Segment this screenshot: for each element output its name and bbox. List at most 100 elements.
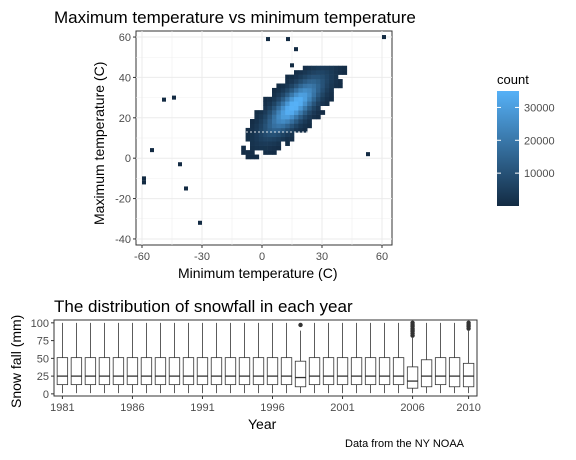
heatmap-cell bbox=[302, 105, 308, 111]
heatmap-cell bbox=[258, 136, 264, 142]
heatmap-ytick-label: 0 bbox=[125, 153, 131, 165]
heatmap-cell bbox=[342, 70, 348, 75]
box-1988 bbox=[154, 322, 167, 394]
heatmap-cell bbox=[272, 127, 277, 133]
legend-title: count bbox=[497, 72, 529, 87]
heatmap-cell bbox=[316, 96, 321, 102]
box-body bbox=[266, 357, 279, 386]
heatmap-cell bbox=[324, 74, 330, 80]
heatmap-cell bbox=[329, 83, 334, 89]
heatmap-cell bbox=[307, 119, 312, 124]
heatmap-cell bbox=[324, 70, 330, 75]
box-body bbox=[364, 357, 377, 386]
heatmap-cell bbox=[254, 145, 260, 151]
heatmap-cell bbox=[320, 92, 326, 98]
heatmap-cell bbox=[267, 150, 273, 155]
heatmap-cell bbox=[254, 114, 260, 120]
boxplot-xtick-label: 2010 bbox=[456, 402, 480, 414]
heatmap-cell bbox=[311, 110, 317, 115]
heatmap-cell bbox=[311, 87, 317, 93]
heatmap-cell bbox=[302, 65, 308, 71]
heatmap-cell bbox=[311, 96, 317, 102]
heatmap-cell bbox=[311, 83, 317, 89]
heatmap-cell bbox=[263, 101, 268, 106]
heatmap-cell bbox=[272, 119, 277, 124]
heatmap-title: Maximum temperature vs minimum temperatu… bbox=[54, 8, 416, 27]
heatmap-cell bbox=[307, 123, 312, 129]
heatmap-cell bbox=[258, 119, 264, 124]
heatmap-outlier-cell bbox=[198, 220, 202, 225]
heatmap-outlier-cell bbox=[162, 97, 166, 102]
heatmap-cell bbox=[342, 65, 348, 71]
heatmap-cell bbox=[276, 132, 282, 138]
heatmap-cell bbox=[311, 70, 317, 75]
heatmap-cell bbox=[280, 83, 286, 89]
heatmap-cell bbox=[311, 79, 317, 84]
heatmap-cell bbox=[280, 114, 286, 120]
heatmap-cell bbox=[250, 132, 255, 138]
box-1992 bbox=[210, 322, 223, 394]
heatmap-cell bbox=[302, 127, 308, 133]
heatmap-cell bbox=[267, 132, 273, 138]
heatmap-cell bbox=[245, 154, 251, 160]
heatmap-cell bbox=[298, 101, 304, 106]
heatmap-cell bbox=[324, 83, 330, 89]
heatmap-cell bbox=[311, 101, 317, 106]
heatmap-cell bbox=[254, 136, 260, 142]
box-body bbox=[154, 357, 167, 386]
heatmap-cell bbox=[267, 114, 273, 120]
heatmap-cell bbox=[254, 154, 260, 160]
heatmap-outlier-cell bbox=[290, 63, 294, 68]
heatmap-cell bbox=[280, 127, 286, 133]
heatmap-cell bbox=[285, 136, 290, 142]
heatmap-cell bbox=[316, 83, 321, 89]
heatmap-cell bbox=[285, 114, 290, 120]
heatmap-ytick-label: 60 bbox=[119, 32, 131, 44]
heatmap-ytick-label: -20 bbox=[115, 194, 131, 206]
heatmap-cell bbox=[258, 110, 264, 115]
heatmap-cell bbox=[289, 119, 295, 124]
heatmap-cell bbox=[289, 79, 295, 84]
heatmap-cell bbox=[276, 87, 282, 93]
heatmap-cell bbox=[285, 119, 290, 124]
heatmap-cell bbox=[298, 114, 304, 120]
heatmap-cell bbox=[272, 150, 277, 155]
heatmap-cell bbox=[276, 127, 282, 133]
boxplot-ytick-label: 50 bbox=[37, 353, 49, 365]
heatmap-cell bbox=[263, 132, 268, 138]
box-2000 bbox=[322, 322, 335, 394]
box-1993 bbox=[224, 322, 237, 394]
heatmap-outlier-cell bbox=[294, 47, 298, 52]
heatmap-cell bbox=[245, 150, 251, 155]
box-body bbox=[98, 357, 111, 386]
heatmap-cell bbox=[285, 87, 290, 93]
heatmap-cell bbox=[338, 65, 343, 71]
heatmap-cell bbox=[272, 101, 277, 106]
box-2005 bbox=[392, 322, 405, 394]
heatmap-cell bbox=[311, 74, 317, 80]
box-body bbox=[182, 357, 195, 386]
boxplot-ytick-label: 100 bbox=[31, 318, 49, 330]
heatmap-cell bbox=[267, 141, 273, 146]
heatmap-cell bbox=[294, 92, 299, 98]
heatmap-cell bbox=[333, 79, 339, 84]
box-1998 bbox=[294, 322, 307, 394]
box-2007 bbox=[420, 322, 433, 394]
heatmap-cell bbox=[241, 150, 246, 155]
heatmap-cell bbox=[289, 92, 295, 98]
heatmap-cell bbox=[254, 123, 260, 129]
heatmap-cell bbox=[333, 70, 339, 75]
heatmap-cell bbox=[272, 87, 277, 93]
heatmap-cell bbox=[263, 127, 268, 133]
heatmap-cell bbox=[316, 105, 321, 111]
heatmap-cell bbox=[316, 65, 321, 71]
heatmap-cell bbox=[258, 132, 264, 138]
heatmap-outlier-cell bbox=[184, 186, 188, 191]
box-body bbox=[322, 357, 335, 386]
boxplot-ytick-label: 75 bbox=[37, 336, 49, 348]
heatmap-cell bbox=[311, 114, 317, 120]
heatmap-cell bbox=[285, 123, 290, 129]
box-body bbox=[252, 357, 265, 386]
heatmap-cells bbox=[142, 35, 386, 225]
heatmap-cell bbox=[280, 105, 286, 111]
